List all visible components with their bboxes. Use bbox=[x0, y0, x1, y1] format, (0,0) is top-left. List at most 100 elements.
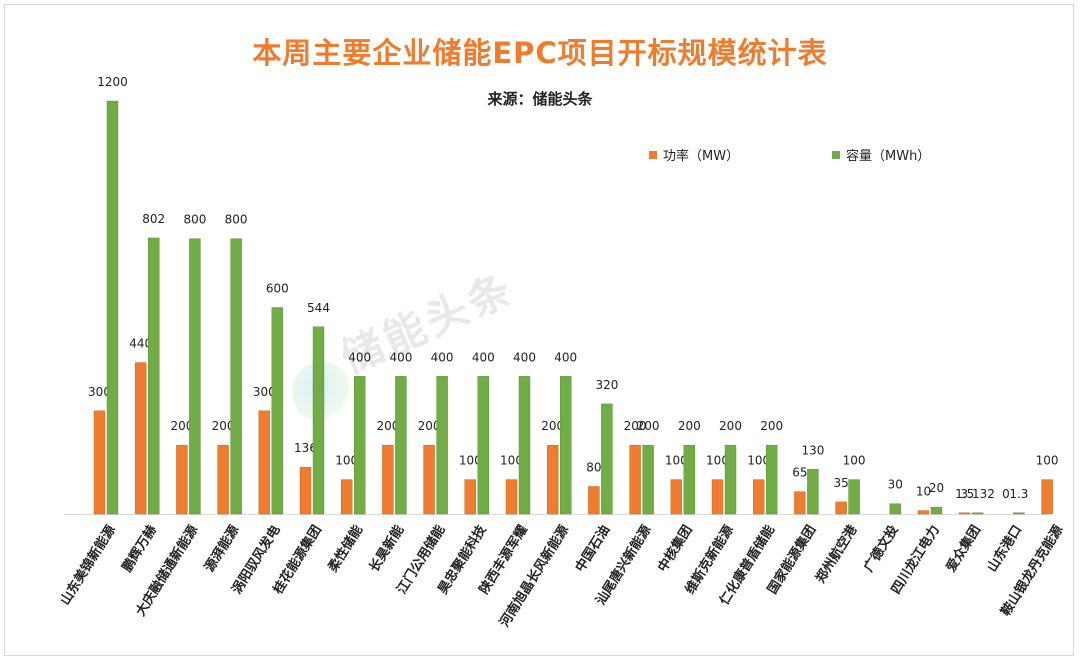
label-power-3: 200 bbox=[212, 419, 235, 433]
label-capacity-12: 320 bbox=[595, 378, 618, 392]
legend-item-capacity: 容量（MWh） bbox=[832, 145, 930, 164]
label-capacity-16: 200 bbox=[760, 419, 783, 433]
bar-capacity-2 bbox=[189, 238, 201, 515]
category-label-0: 山东美锦新能源 bbox=[57, 522, 119, 608]
label-capacity-0: 1200 bbox=[97, 75, 128, 89]
label-capacity-14: 200 bbox=[678, 419, 701, 433]
bar-capacity-10 bbox=[518, 376, 531, 515]
legend-label-capacity: 容量（MWh） bbox=[846, 149, 931, 164]
label-capacity-20: 20 bbox=[929, 481, 944, 495]
bar-capacity-21 bbox=[972, 512, 984, 515]
bar-capacity-9 bbox=[477, 376, 489, 515]
bar-power-23 bbox=[1041, 479, 1053, 515]
bar-capacity-8 bbox=[436, 376, 448, 515]
category-label-19: 广德文投 bbox=[861, 522, 902, 575]
bar-capacity-7 bbox=[395, 376, 407, 515]
bar-power-4 bbox=[258, 410, 270, 515]
label-capacity-21: 3.132 bbox=[961, 487, 995, 501]
bar-capacity-12 bbox=[601, 403, 613, 515]
bar-capacity-20 bbox=[930, 506, 943, 515]
category-label-6: 柔性储能 bbox=[324, 522, 366, 575]
bar-capacity-15 bbox=[724, 444, 737, 515]
legend-swatch-power bbox=[649, 150, 657, 159]
label-power-9: 100 bbox=[459, 454, 482, 468]
bar-capacity-3 bbox=[230, 238, 242, 515]
label-power-11: 200 bbox=[541, 419, 564, 433]
legend-swatch-capacity bbox=[832, 150, 840, 159]
bar-capacity-18 bbox=[848, 479, 860, 515]
label-capacity-9: 400 bbox=[472, 350, 495, 364]
label-power-23: 100 bbox=[1036, 454, 1059, 468]
chart-subtitle: 来源：储能头条 bbox=[487, 90, 593, 108]
bar-power-15 bbox=[711, 479, 724, 515]
label-power-14: 100 bbox=[665, 454, 688, 468]
label-power-22: 0 bbox=[1002, 487, 1010, 501]
bar-power-18 bbox=[835, 501, 847, 515]
label-capacity-2: 800 bbox=[183, 213, 206, 227]
bar-power-16 bbox=[753, 479, 765, 515]
label-power-17: 65 bbox=[792, 466, 807, 480]
bar-power-6 bbox=[341, 479, 353, 515]
label-capacity-1: 802 bbox=[142, 212, 165, 226]
label-power-20: 10 bbox=[916, 485, 931, 499]
category-label-22: 山东港口 bbox=[984, 522, 1025, 575]
bar-capacity-6 bbox=[354, 376, 366, 515]
label-power-6: 100 bbox=[335, 454, 358, 468]
bar-capacity-0 bbox=[106, 100, 119, 515]
label-capacity-19: 30 bbox=[888, 478, 903, 492]
category-label-1: 鹏辉万赫 bbox=[119, 522, 160, 575]
chart-frame bbox=[4, 4, 1074, 656]
chart-title: 本周主要企业储能EPC项目开标规模统计表 bbox=[252, 36, 828, 70]
legend-label-power: 功率（MW） bbox=[663, 149, 740, 164]
label-power-13: 200 bbox=[624, 419, 647, 433]
label-power-5: 136 bbox=[294, 441, 317, 455]
label-capacity-15: 200 bbox=[719, 419, 742, 433]
label-power-18: 35 bbox=[833, 476, 848, 490]
label-capacity-17: 130 bbox=[801, 443, 824, 457]
label-capacity-10: 400 bbox=[513, 350, 536, 364]
label-power-15: 100 bbox=[706, 454, 729, 468]
label-capacity-8: 400 bbox=[431, 350, 454, 364]
category-label-14: 中核集团 bbox=[655, 522, 696, 575]
bar-power-21 bbox=[959, 512, 971, 515]
label-power-16: 100 bbox=[747, 454, 770, 468]
category-label-7: 长昊新能 bbox=[366, 522, 407, 575]
label-capacity-22: 1.3 bbox=[1009, 487, 1028, 501]
bar-capacity-11 bbox=[560, 376, 572, 515]
bar-power-14 bbox=[670, 479, 682, 515]
bar-capacity-5 bbox=[312, 326, 325, 515]
label-capacity-4: 600 bbox=[266, 282, 289, 296]
bar-power-9 bbox=[464, 479, 476, 515]
bar-power-0 bbox=[93, 410, 106, 515]
bar-power-7 bbox=[382, 444, 394, 515]
legend-item-power: 功率（MW） bbox=[649, 145, 739, 164]
bar-power-5 bbox=[299, 466, 312, 515]
label-capacity-18: 100 bbox=[843, 454, 866, 468]
bar-power-1 bbox=[134, 362, 147, 515]
label-capacity-5: 544 bbox=[307, 301, 330, 315]
label-power-21: 1.5 bbox=[955, 487, 974, 501]
label-power-1: 440 bbox=[129, 337, 152, 351]
bar-power-17 bbox=[794, 491, 806, 515]
label-power-10: 100 bbox=[500, 454, 523, 468]
bar-power-13 bbox=[629, 444, 641, 515]
label-power-2: 200 bbox=[170, 419, 193, 433]
bar-capacity-22 bbox=[1013, 512, 1025, 515]
bar-capacity-13 bbox=[642, 444, 654, 515]
bar-capacity-17 bbox=[807, 469, 819, 515]
bar-power-3 bbox=[217, 444, 229, 515]
bar-power-20 bbox=[917, 510, 930, 515]
label-capacity-3: 800 bbox=[225, 213, 248, 227]
label-power-0: 300 bbox=[88, 385, 111, 399]
bar-power-2 bbox=[176, 444, 188, 515]
bar-power-12 bbox=[588, 486, 600, 515]
label-capacity-6: 400 bbox=[348, 350, 371, 364]
bar-capacity-16 bbox=[766, 444, 778, 515]
bar-power-11 bbox=[547, 444, 559, 515]
bar-capacity-1 bbox=[147, 237, 160, 515]
label-power-4: 300 bbox=[253, 385, 276, 399]
category-label-3: 源湃能源 bbox=[201, 522, 242, 575]
bar-power-8 bbox=[423, 444, 435, 515]
bar-capacity-19 bbox=[889, 503, 901, 515]
label-power-12: 80 bbox=[586, 460, 601, 474]
